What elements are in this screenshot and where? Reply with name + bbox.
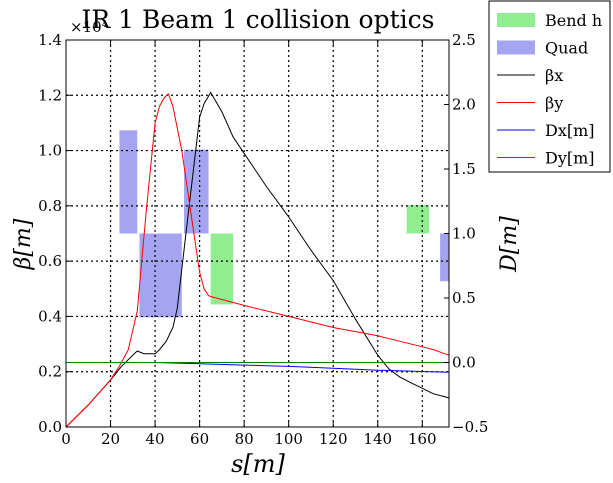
x-tick-label: 60 <box>190 430 209 448</box>
y-right-tick-label: 0.0 <box>452 354 476 372</box>
series-line <box>65 91 450 428</box>
y-left-tick-label: 0.8 <box>38 197 62 215</box>
x-tick-label: 20 <box>101 430 120 448</box>
legend-label: Dy[m] <box>545 149 595 168</box>
series-line <box>65 93 450 428</box>
legend-label: βx <box>545 66 563 85</box>
y-right-tick-label: −0.5 <box>452 418 488 436</box>
legend-label: Bend h <box>545 11 602 30</box>
y-left-tick-label: 0.0 <box>38 418 62 436</box>
x-tick-label: 0 <box>61 430 71 448</box>
legend-swatch <box>497 40 535 55</box>
quad-magnet <box>155 233 182 318</box>
y-right-tick-label: 1.0 <box>452 225 476 243</box>
x-tick-label: 80 <box>235 430 254 448</box>
y-left-tick-label: 0.4 <box>38 307 62 325</box>
y-right-tick-label: 2.5 <box>452 31 476 49</box>
x-tick-label: 140 <box>363 430 392 448</box>
y-left-tick-label: 0.6 <box>38 252 62 270</box>
x-axis-label: s[m] <box>231 450 285 478</box>
y-right-tick-label: 1.5 <box>452 160 476 178</box>
y-left-tick-label: 0.2 <box>38 363 62 381</box>
x-tick-label: 120 <box>319 430 348 448</box>
legend-label: βy <box>545 94 563 113</box>
y-left-tick-label: 1.2 <box>38 86 62 104</box>
y-left-tick-label: 1.0 <box>38 142 62 160</box>
legend: Bend h Quad βx βy Dx[m] Dy[m] <box>488 0 611 173</box>
series-layer <box>65 91 450 428</box>
x-tick-label: 40 <box>146 430 165 448</box>
legend-box <box>488 0 611 173</box>
y-right-tick-label: 0.5 <box>452 289 476 307</box>
left-scale-label: ×10⁴ <box>70 18 108 36</box>
quad-magnet <box>119 130 138 234</box>
quad-magnet <box>139 233 156 318</box>
chart-title: IR 1 Beam 1 collision optics <box>82 5 435 34</box>
y-right-tick-label: 2.0 <box>452 96 476 114</box>
legend-swatch <box>497 13 535 27</box>
magnet-layer <box>119 130 449 318</box>
y-axis-label-right: D[m] <box>497 216 522 273</box>
x-tick-label: 160 <box>408 430 437 448</box>
bend-magnet <box>406 205 429 234</box>
bend-magnet <box>210 233 234 305</box>
y-left-tick-label: 1.4 <box>38 31 62 49</box>
x-tick-label: 100 <box>274 430 303 448</box>
legend-label: Quad <box>545 39 588 58</box>
legend-label: Dx[m] <box>545 121 595 140</box>
quad-magnet <box>440 233 449 282</box>
grid-layer <box>66 40 449 427</box>
tick-layer: 0 20 40 60 80 100 120 140 160 0.0 0.2 0.4 0.6 0.8 1.0 1… <box>38 31 488 448</box>
y-axis-label-left: β[m] <box>11 218 36 270</box>
